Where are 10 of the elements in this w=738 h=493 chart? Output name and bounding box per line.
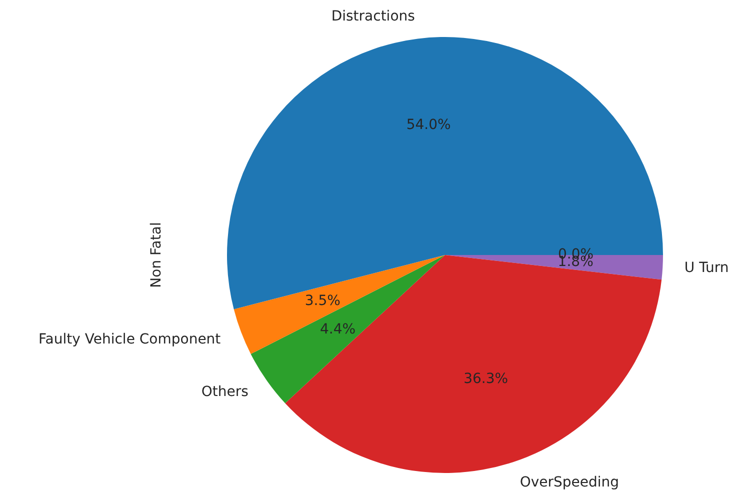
slice-label: OverSpeeding xyxy=(520,474,620,490)
text: Non Fatal xyxy=(148,222,165,288)
slice-label: Others xyxy=(201,384,248,400)
slice-label: Faulty Vehicle Component xyxy=(38,331,222,348)
data-label: 36.3% xyxy=(464,370,508,387)
data-label: 54.0% xyxy=(406,116,451,133)
slice-label: U Turn xyxy=(684,260,729,276)
slice-label: Distractions xyxy=(331,8,415,25)
data-label: 3.5% xyxy=(304,292,340,309)
data-label: 4.4% xyxy=(320,322,356,338)
